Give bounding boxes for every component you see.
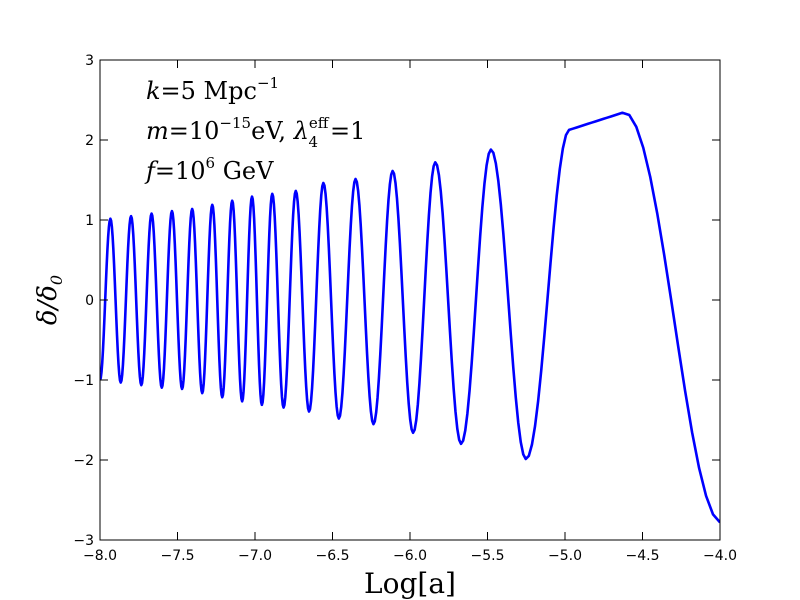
x-tick-label: −6.0 — [393, 548, 427, 564]
annotation-line-3: f=106 GeV — [144, 154, 274, 185]
svg-text:δ/δ0: δ/δ0 — [33, 275, 66, 325]
x-tick-label: −4.5 — [626, 548, 660, 564]
y-tick-label: 3 — [85, 53, 94, 69]
annotation-block: k=5 Mpc−1 m=10−15eV, λeff 4 =1 f=106 GeV — [144, 74, 365, 185]
x-tick-label: −7.0 — [238, 548, 272, 564]
y-tick-label: 0 — [85, 293, 94, 309]
y-tick-label: −2 — [73, 453, 94, 469]
x-axis: −8.0 −7.5 −7.0 −6.5 −6.0 −5.5 −5.0 −4.5 −4.0 — [83, 60, 737, 564]
y-axis-label-sub: 0 — [47, 275, 66, 285]
x-tick-label: −5.5 — [471, 548, 505, 564]
x-tick-label: −4.0 — [703, 548, 737, 564]
x-tick-label: −8.0 — [83, 548, 117, 564]
y-axis-label: δ/δ0 — [33, 275, 66, 325]
y-axis-label-main: δ/δ — [33, 285, 63, 325]
y-tick-label: 2 — [85, 133, 94, 149]
y-axis: −3 −2 −1 0 1 2 3 — [73, 53, 720, 549]
annotation-line-1: k=5 Mpc−1 — [146, 74, 279, 105]
x-axis-label: Log[a] — [364, 567, 456, 600]
x-tick-label: −5.0 — [548, 548, 582, 564]
y-tick-label: −3 — [73, 533, 94, 549]
annotation-line-2: m=10−15eV, λeff 4 =1 — [146, 114, 365, 151]
x-tick-label: −6.5 — [316, 548, 350, 564]
y-tick-label: −1 — [73, 373, 94, 389]
series-line — [100, 111, 720, 524]
x-tick-label: −7.5 — [161, 548, 195, 564]
y-tick-label: 1 — [85, 213, 94, 229]
